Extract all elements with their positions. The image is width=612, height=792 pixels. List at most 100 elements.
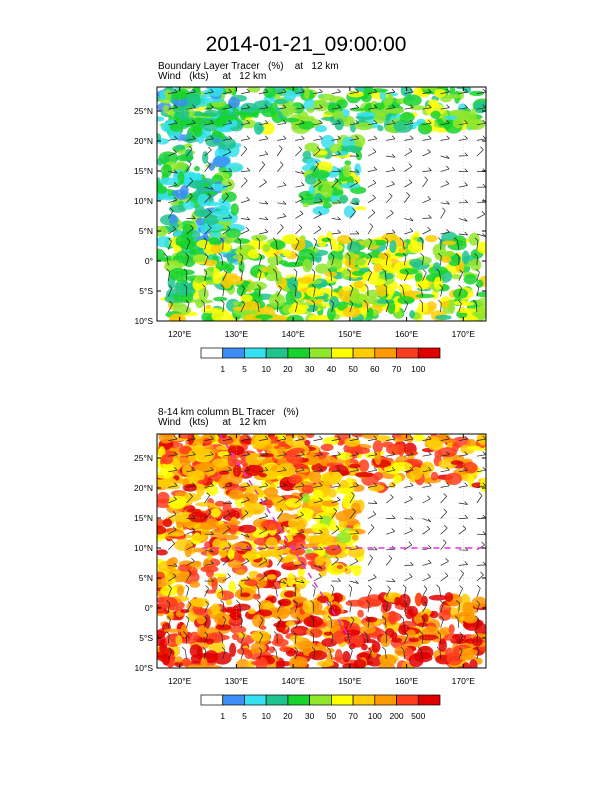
wind-barb-flag [245, 557, 250, 562]
x-tick-label: 120°E [168, 676, 192, 686]
tracer-blob [255, 314, 273, 320]
wind-barb-flag [172, 225, 177, 230]
tracer-blob [399, 112, 415, 123]
wind-barb [240, 634, 245, 644]
wind-barb [277, 498, 286, 504]
tracer-region-equatorial-band [159, 231, 486, 321]
wind-barb [404, 454, 414, 457]
wind-barb-flag [364, 284, 369, 288]
wind-barb-flag [373, 482, 378, 487]
tracer-blob [350, 502, 361, 514]
tracer-blob [361, 434, 379, 439]
tracer-blob [397, 296, 415, 305]
wind-barb-flag [166, 268, 170, 273]
wind-barb-flag [246, 451, 251, 455]
tracer-blob [283, 555, 291, 564]
wind-barb [167, 619, 171, 628]
wind-barb-flag [218, 631, 223, 635]
tracer-blob [165, 573, 173, 586]
wind-barb-flag [456, 599, 460, 604]
wind-barb [277, 148, 283, 157]
tracer-blob [392, 437, 405, 443]
tracer-blob [244, 550, 257, 562]
wind-barb-flag [264, 451, 269, 455]
wind-barb [404, 218, 414, 222]
wind-barb-flag [173, 482, 178, 487]
wind-barb-flag [458, 647, 463, 651]
wind-barb-flag [482, 561, 486, 566]
tracer-blob [188, 511, 208, 523]
tracer-blob [200, 565, 219, 573]
y-tick-label: 25°N [134, 106, 153, 116]
wind-barb [168, 513, 177, 519]
wind-barb-flag [207, 509, 212, 513]
tracer-blob [322, 471, 342, 486]
wind-barb-flag [187, 601, 192, 605]
wind-barb-flag [228, 482, 232, 487]
wind-barb-flag [482, 435, 486, 440]
tracer-blob [178, 571, 191, 582]
wind-barb-flag [272, 584, 277, 588]
wind-barb-flag [310, 599, 314, 604]
wind-barb-flag [226, 555, 230, 560]
wind-barb-flag [444, 524, 448, 529]
wind-barb [458, 303, 462, 313]
wind-barb-flag [192, 135, 196, 140]
wind-barb [295, 650, 298, 660]
tracer-blob [463, 274, 478, 285]
wind-barb [277, 454, 287, 457]
wind-barb [440, 454, 450, 457]
wind-barb-flag [210, 104, 214, 108]
wind-barb-flag [348, 584, 353, 589]
tracer-blob [266, 574, 277, 580]
wind-barb-flag [481, 210, 486, 215]
wind-barb-flag [226, 510, 231, 514]
wind-barb [313, 138, 323, 141]
wind-barb [476, 438, 486, 441]
wind-barb [330, 618, 333, 628]
wind-barb-flag [206, 492, 210, 496]
wind-barb [476, 240, 479, 250]
tracer-blob [357, 609, 364, 618]
wind-barb-flag [292, 584, 297, 588]
wind-barb [476, 122, 486, 126]
colorbar-swatch [287, 694, 310, 706]
tracer-blob [347, 546, 365, 558]
tracer-blob [341, 145, 362, 153]
wind-barb [186, 587, 190, 597]
wind-barb-flag [192, 466, 196, 471]
wind-barb-flag [388, 192, 393, 197]
tracer-blob [215, 624, 232, 631]
wind-barb [331, 303, 334, 313]
wind-barb-flag [382, 646, 386, 651]
wind-barb [386, 107, 396, 110]
wind-barb [204, 454, 214, 457]
wind-barb-flag [174, 563, 178, 567]
wind-barb-flag [228, 214, 233, 219]
tracer-blob [166, 614, 174, 621]
wind-barb [347, 634, 351, 644]
colorbar-label: 5 [242, 364, 247, 374]
wind-barb-flag [187, 160, 192, 165]
wind-barb-flag [409, 435, 414, 440]
wind-barb-flag [464, 88, 468, 93]
wind-barb [186, 469, 196, 473]
wind-barb [222, 217, 232, 219]
wind-barb [313, 122, 323, 126]
wind-barb-flag [327, 615, 332, 620]
colorbar: 1 5 10 20 30 40 50 60 70 100 [200, 347, 441, 374]
tracer-blob [334, 118, 344, 131]
tracer-blob [189, 631, 200, 640]
wind-barb [422, 198, 431, 204]
tracer-blob [274, 270, 283, 285]
tracer-blob [270, 595, 277, 604]
wind-barb [313, 91, 323, 94]
tracer-blob [279, 248, 286, 253]
colorbar-label: 70 [392, 364, 402, 374]
wind-barb [239, 603, 242, 613]
wind-barb-flag [264, 466, 269, 471]
wind-barb-flag [373, 135, 378, 140]
wind-barb-flag [300, 543, 305, 548]
tracer-blob [400, 434, 408, 439]
wind-barb [367, 256, 372, 266]
